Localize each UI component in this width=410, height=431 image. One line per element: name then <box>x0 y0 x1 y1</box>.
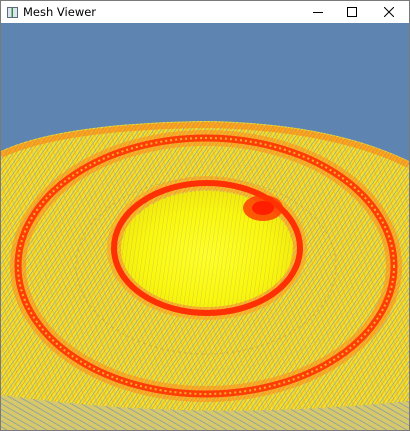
minimize-icon <box>313 7 323 17</box>
window-title: Mesh Viewer <box>23 5 301 19</box>
mesh-render <box>1 23 409 430</box>
maximize-button[interactable] <box>335 1 369 23</box>
close-button[interactable] <box>369 1 409 23</box>
render-viewport[interactable] <box>1 23 409 430</box>
close-icon <box>384 7 394 17</box>
app-window-icon <box>7 7 18 18</box>
minimize-button[interactable] <box>301 1 335 23</box>
title-bar[interactable]: Mesh Viewer <box>1 1 409 23</box>
maximize-icon <box>347 7 357 17</box>
